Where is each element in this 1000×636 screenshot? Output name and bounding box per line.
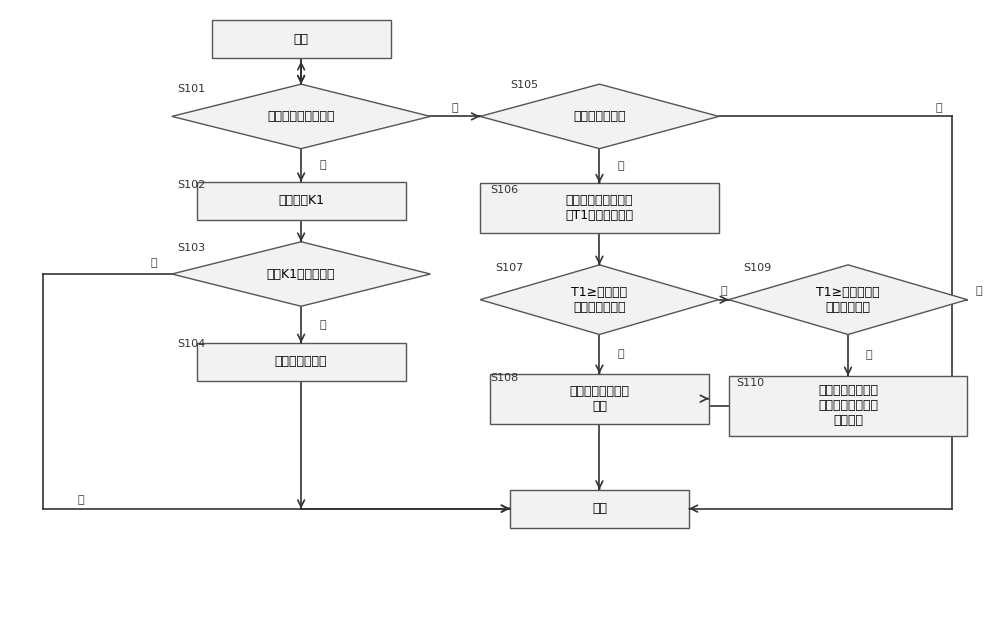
Text: 结束: 结束 xyxy=(592,502,607,515)
FancyBboxPatch shape xyxy=(480,183,719,233)
Text: 是: 是 xyxy=(617,161,624,171)
FancyBboxPatch shape xyxy=(212,20,391,59)
Text: 开始: 开始 xyxy=(294,33,309,46)
Text: 否: 否 xyxy=(77,495,84,505)
Text: 是: 是 xyxy=(319,160,326,170)
Text: S108: S108 xyxy=(490,373,518,383)
Text: S106: S106 xyxy=(490,184,518,195)
Text: T1≥预设的按键
的生效时间？: T1≥预设的按键 的生效时间？ xyxy=(816,286,880,314)
Text: 有触控按键被按下？: 有触控按键被按下？ xyxy=(267,110,335,123)
Text: 否: 否 xyxy=(720,286,727,296)
Text: S109: S109 xyxy=(744,263,772,273)
Text: S107: S107 xyxy=(495,263,523,273)
Text: 是: 是 xyxy=(319,320,326,329)
FancyBboxPatch shape xyxy=(197,343,406,381)
Text: 记录键值K1: 记录键值K1 xyxy=(278,194,324,207)
Text: 是: 是 xyxy=(617,349,624,359)
Text: 计时器开始计时: 计时器开始计时 xyxy=(275,356,327,368)
FancyBboxPatch shape xyxy=(510,490,689,528)
Text: S110: S110 xyxy=(737,378,765,387)
FancyBboxPatch shape xyxy=(729,376,967,436)
Text: 否: 否 xyxy=(452,102,459,113)
Text: 否: 否 xyxy=(975,286,982,296)
Text: 否: 否 xyxy=(150,258,157,268)
Text: 键值K1需要处理？: 键值K1需要处理？ xyxy=(267,268,335,280)
Text: 否: 否 xyxy=(936,102,943,113)
Text: S102: S102 xyxy=(177,179,205,190)
Text: 是: 是 xyxy=(866,350,873,360)
Text: 记录计时器的当前时
间T1，并停止计时: 记录计时器的当前时 间T1，并停止计时 xyxy=(565,194,634,222)
Polygon shape xyxy=(729,265,967,335)
Polygon shape xyxy=(172,242,430,307)
Polygon shape xyxy=(480,84,719,149)
Polygon shape xyxy=(480,265,719,335)
Text: T1≥预设的按
键的失效时间？: T1≥预设的按 键的失效时间？ xyxy=(571,286,628,314)
Text: S105: S105 xyxy=(510,80,538,90)
Polygon shape xyxy=(172,84,430,149)
Text: S103: S103 xyxy=(177,242,205,252)
Text: 计时器有计时？: 计时器有计时？ xyxy=(573,110,626,123)
Text: 触控按键有效，控
制电烹饪器执行对
应的指令: 触控按键有效，控 制电烹饪器执行对 应的指令 xyxy=(818,385,878,427)
Text: S104: S104 xyxy=(177,340,205,349)
FancyBboxPatch shape xyxy=(197,182,406,220)
FancyBboxPatch shape xyxy=(490,374,709,424)
Text: 计时器清零，键值
清零: 计时器清零，键值 清零 xyxy=(569,385,629,413)
Text: S101: S101 xyxy=(177,85,205,94)
